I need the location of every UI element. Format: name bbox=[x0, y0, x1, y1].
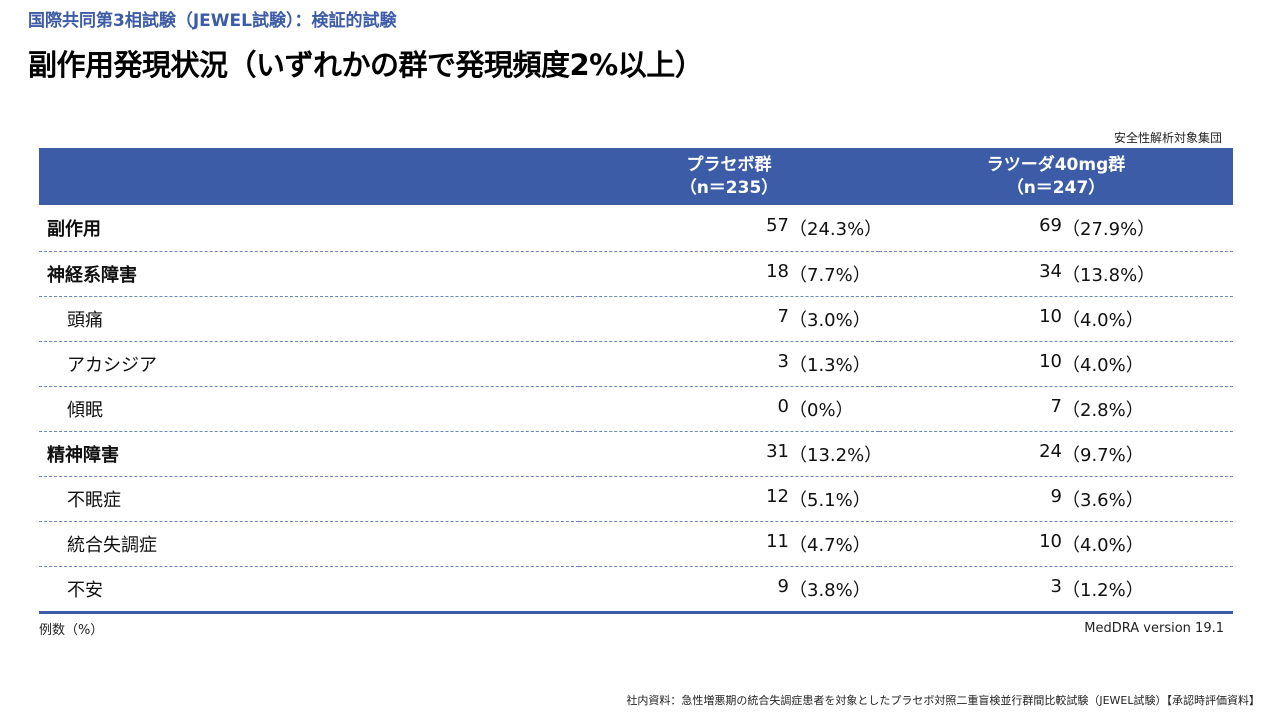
latuda-cell: 3 （1.2%） bbox=[879, 566, 1233, 614]
row-label: 副作用 bbox=[39, 205, 579, 252]
placebo-cell: 11 （4.7%） bbox=[579, 521, 879, 567]
table-row: 頭痛 7 （3.0%） 10 （4.0%） bbox=[39, 296, 1233, 342]
placebo-group-n: （n＝235） bbox=[679, 177, 779, 198]
placebo-cell: 31 （13.2%） bbox=[579, 431, 883, 477]
placebo-count: 11 bbox=[766, 531, 789, 552]
latuda-percent: （4.0%） bbox=[1062, 535, 1144, 556]
placebo-percent: （24.3%） bbox=[789, 219, 883, 240]
latuda-cell: 10 （4.0%） bbox=[879, 296, 1233, 342]
latuda-percent: （4.0%） bbox=[1062, 355, 1144, 376]
latuda-group-n: （n＝247） bbox=[1006, 177, 1106, 198]
placebo-count: 9 bbox=[777, 576, 789, 597]
latuda-count: 24 bbox=[1039, 441, 1062, 462]
latuda-cell: 10 （4.0%） bbox=[879, 341, 1233, 387]
placebo-cell: 18 （7.7%） bbox=[579, 251, 879, 297]
placebo-percent: （4.7%） bbox=[789, 535, 871, 556]
placebo-count: 57 bbox=[766, 215, 789, 236]
latuda-cell: 7 （2.8%） bbox=[879, 386, 1233, 432]
table-row: 精神障害 31 （13.2%） 24 （9.7%） bbox=[39, 431, 1233, 477]
table-row: 不安 9 （3.8%） 3 （1.2%） bbox=[39, 566, 1233, 614]
placebo-percent: （13.2%） bbox=[789, 445, 883, 466]
latuda-percent: （9.7%） bbox=[1062, 445, 1144, 466]
row-label: 傾眠 bbox=[39, 386, 579, 432]
latuda-count: 7 bbox=[1050, 396, 1062, 417]
table-row: 副作用 57 （24.3%） 69 （27.9%） bbox=[39, 205, 1233, 252]
placebo-cell: 9 （3.8%） bbox=[579, 566, 879, 614]
latuda-count: 10 bbox=[1039, 351, 1062, 372]
row-label: 精神障害 bbox=[39, 431, 579, 477]
placebo-count: 12 bbox=[766, 486, 789, 507]
row-label: 統合失調症 bbox=[39, 521, 579, 567]
placebo-percent: （1.3%） bbox=[789, 355, 871, 376]
placebo-cell: 7 （3.0%） bbox=[579, 296, 879, 342]
slide-subtitle: 国際共同第3相試験（JEWEL試験）：検証的試験 bbox=[28, 11, 397, 31]
latuda-count: 9 bbox=[1050, 486, 1062, 507]
slide-title: 副作用発現状況（いずれかの群で発現頻度2%以上） bbox=[28, 48, 704, 82]
placebo-count: 3 bbox=[777, 351, 789, 372]
latuda-count: 10 bbox=[1039, 531, 1062, 552]
latuda-cell: 9 （3.6%） bbox=[879, 476, 1233, 522]
latuda-count: 69 bbox=[1039, 215, 1062, 236]
header-cell-placebo: プラセボ群 （n＝235） bbox=[579, 148, 879, 205]
placebo-percent: （3.8%） bbox=[789, 580, 871, 601]
placebo-percent: （5.1%） bbox=[789, 490, 871, 511]
table-row: 統合失調症 11 （4.7%） 10 （4.0%） bbox=[39, 521, 1233, 567]
placebo-percent: （3.0%） bbox=[789, 310, 871, 331]
placebo-cell: 12 （5.1%） bbox=[579, 476, 879, 522]
row-label: 不眠症 bbox=[39, 476, 579, 522]
placebo-count: 7 bbox=[777, 306, 789, 327]
footnote-meddra-version: MedDRA version 19.1 bbox=[1084, 621, 1224, 636]
placebo-percent: （7.7%） bbox=[789, 265, 871, 286]
placebo-count: 31 bbox=[766, 441, 789, 462]
row-label: 頭痛 bbox=[39, 296, 579, 342]
population-label: 安全性解析対象集団 bbox=[1113, 131, 1222, 145]
header-cell-latuda: ラツーダ40mg群 （n＝247） bbox=[879, 148, 1233, 205]
footnote-count-unit: 例数（%） bbox=[39, 623, 104, 638]
placebo-count: 18 bbox=[766, 261, 789, 282]
latuda-group-name: ラツーダ40mg群 bbox=[986, 154, 1126, 175]
latuda-cell: 69 （27.9%） bbox=[879, 205, 1233, 252]
latuda-percent: （4.0%） bbox=[1062, 310, 1144, 331]
placebo-percent: （0%） bbox=[789, 400, 854, 421]
placebo-cell: 57 （24.3%） bbox=[579, 205, 883, 252]
row-label: アカシジア bbox=[39, 341, 579, 387]
latuda-percent: （13.8%） bbox=[1062, 265, 1156, 286]
header-cell-label bbox=[39, 148, 579, 205]
latuda-percent: （2.8%） bbox=[1062, 400, 1144, 421]
latuda-cell: 34 （13.8%） bbox=[879, 251, 1233, 297]
row-label: 不安 bbox=[39, 566, 579, 614]
latuda-count: 10 bbox=[1039, 306, 1062, 327]
source-citation: 社内資料：急性増悪期の統合失調症患者を対象としたプラセボ対照二重盲検並行群間比較… bbox=[626, 694, 1260, 707]
placebo-count: 0 bbox=[777, 396, 789, 417]
placebo-cell: 3 （1.3%） bbox=[579, 341, 879, 387]
table-header-row: プラセボ群 （n＝235） ラツーダ40mg群 （n＝247） bbox=[39, 148, 1233, 205]
latuda-cell: 10 （4.0%） bbox=[879, 521, 1233, 567]
adverse-reaction-table: プラセボ群 （n＝235） ラツーダ40mg群 （n＝247） 副作用 57 （24… bbox=[39, 148, 1233, 614]
latuda-percent: （1.2%） bbox=[1062, 580, 1144, 601]
table-row: アカシジア 3 （1.3%） 10 （4.0%） bbox=[39, 341, 1233, 387]
latuda-percent: （27.9%） bbox=[1062, 219, 1156, 240]
placebo-cell: 0 （0%） bbox=[579, 386, 879, 432]
latuda-count: 34 bbox=[1039, 261, 1062, 282]
row-label: 神経系障害 bbox=[39, 251, 579, 297]
table-body: 副作用 57 （24.3%） 69 （27.9%） 神経系障害 18 （7.7%） 34 （13.… bbox=[39, 205, 1233, 614]
table-row: 傾眠 0 （0%） 7 （2.8%） bbox=[39, 386, 1233, 432]
placebo-group-name: プラセボ群 bbox=[686, 154, 772, 175]
table-row: 不眠症 12 （5.1%） 9 （3.6%） bbox=[39, 476, 1233, 522]
latuda-percent: （3.6%） bbox=[1062, 490, 1144, 511]
table-row: 神経系障害 18 （7.7%） 34 （13.8%） bbox=[39, 251, 1233, 297]
latuda-cell: 24 （9.7%） bbox=[879, 431, 1233, 477]
latuda-count: 3 bbox=[1050, 576, 1062, 597]
